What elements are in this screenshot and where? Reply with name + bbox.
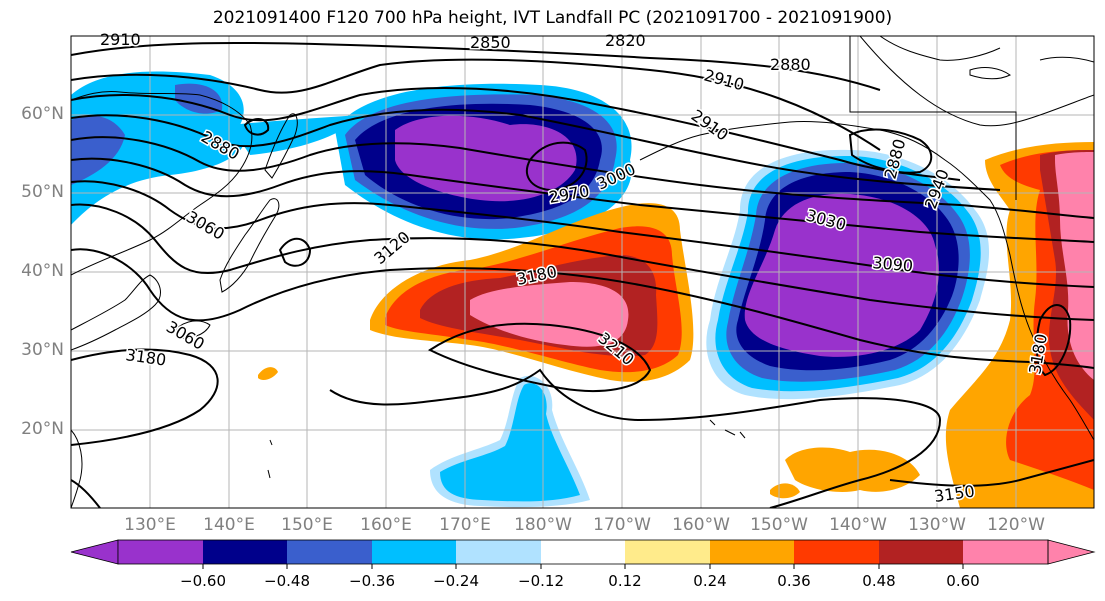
colorbar-high-extend	[1047, 539, 1096, 565]
colorbar-swatch	[879, 540, 963, 564]
lon-label: 160°W	[672, 515, 730, 535]
colorbar-tick-label: −0.12	[518, 572, 564, 590]
shade-pos-sub-small	[770, 483, 800, 499]
colorbar	[70, 539, 1096, 569]
shade-neg-sub	[440, 383, 580, 502]
colorbar-swatch	[372, 540, 456, 564]
colorbar-swatch	[710, 540, 794, 564]
colorbar-tick-label: −0.48	[264, 572, 310, 590]
colorbar-swatch	[794, 540, 879, 564]
shade-pos-sub-hi	[785, 447, 920, 492]
colorbar-tick-label: 0.12	[608, 572, 642, 590]
lat-label: 50°N	[21, 182, 64, 202]
contour-label: 2910	[702, 66, 746, 95]
lat-label: 40°N	[21, 261, 64, 281]
lat-label: 60°N	[21, 104, 64, 124]
ivt-shading	[71, 71, 1094, 508]
lon-label: 170°W	[593, 515, 651, 535]
lat-label: 20°N	[21, 419, 64, 439]
colorbar-tick-label: 0.24	[693, 572, 727, 590]
lon-label: 130°E	[124, 515, 176, 535]
lon-label: 150°W	[750, 515, 808, 535]
colorbar-tick-label: −0.24	[433, 572, 479, 590]
colorbar-swatch	[625, 540, 710, 564]
lon-label: 180°W	[514, 515, 572, 535]
shade-neg-nw-mid	[71, 115, 125, 185]
colorbar-tick-label: −0.60	[180, 572, 226, 590]
contour-label: 3090	[872, 253, 914, 275]
map-title: 2021091400 F120 700 hPa height, IVT Land…	[212, 8, 893, 28]
shade-neg-ep-purple	[744, 193, 940, 357]
map-frame	[70, 35, 1095, 509]
colorbar-tick-label: 0.36	[777, 572, 811, 590]
lon-label: 140°W	[829, 515, 887, 535]
contour-label: 2910	[100, 30, 141, 49]
colorbar-swatch	[203, 540, 287, 564]
colorbar-swatch	[963, 540, 1048, 564]
colorbar-swatch	[287, 540, 372, 564]
lon-label: 170°E	[439, 515, 491, 535]
contour-label: 2820	[605, 31, 646, 50]
colorbar-swatch	[456, 540, 541, 564]
shade-neg-nw-small	[175, 83, 223, 114]
colorbar-tick-label: 0.60	[946, 572, 980, 590]
contour-label: 2910	[688, 106, 732, 145]
colorbar-tick-label: −0.36	[349, 572, 395, 590]
colorbar-tick-label: 0.48	[862, 572, 896, 590]
height-contours	[71, 41, 1094, 508]
contour-label: 3060	[183, 207, 228, 244]
contour-label: 2850	[470, 33, 511, 52]
colorbar-low-extend	[70, 539, 119, 565]
shade-pos-small-2	[258, 367, 278, 380]
lon-label: 160°E	[360, 515, 412, 535]
lon-label: 150°E	[281, 515, 333, 535]
colorbar-outline	[117, 539, 1049, 565]
contour-label: 2880	[770, 55, 811, 74]
lon-label: 140°E	[203, 515, 255, 535]
lon-label: 130°W	[908, 515, 966, 535]
contour-label: 3180	[124, 345, 167, 369]
colorbar-swatch	[118, 540, 203, 564]
lat-label: 30°N	[21, 340, 64, 360]
shade-pos-wc-4	[1055, 152, 1094, 380]
colorbar-swatch	[541, 540, 625, 564]
lon-label: 120°W	[987, 515, 1045, 535]
contour-label: 3120	[370, 227, 413, 268]
